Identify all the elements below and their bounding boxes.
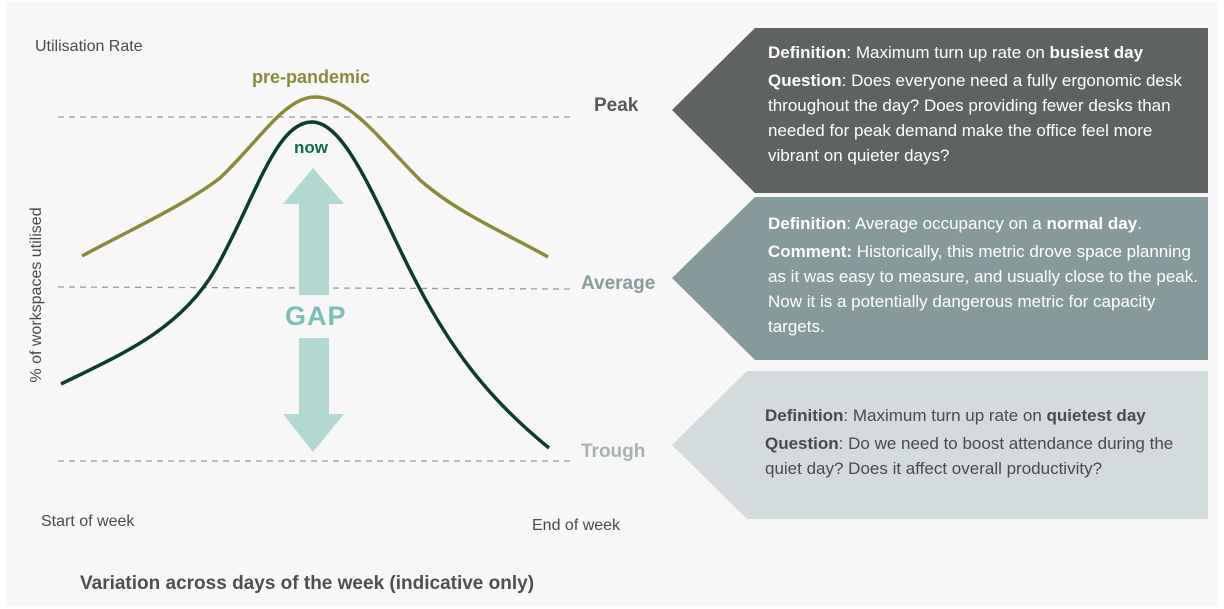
y-axis-title: % of workspaces utilised [28,207,45,383]
trough-definition-key: Definition [765,406,844,425]
trough-definition-emphasis: quietest day [1046,406,1146,425]
gap-arrow-down [283,338,344,452]
gap-arrow-up [283,168,344,295]
pre-pandemic-label: pre-pandemic [252,67,371,87]
average-definition-end: . [1137,214,1142,233]
average-panel: Definition: Average occupancy on a norma… [768,211,1198,342]
trough-question-key: Question [765,434,839,453]
average-definition-key: Definition [768,214,847,233]
end-of-week-label: End of week [532,517,621,534]
average-level-label: Average [581,273,656,294]
now-curve [60,120,551,450]
average-comment-key: Comment: [768,242,853,261]
peak-panel: Definition: Maximum turn up rate on busi… [768,40,1198,171]
trough-panel-shape [672,371,1208,519]
peak-definition-emphasis: busiest day [1049,43,1144,62]
utilisation-rate-label: Utilisation Rate [35,38,143,55]
trough-question-text: : Do we need to boost attendance during … [765,434,1174,478]
peak-question-key: Question [768,71,842,90]
chart-caption: Variation across days of the week (indic… [80,573,535,594]
gap-label: GAP [285,301,347,331]
start-of-week-label: Start of week [41,513,135,530]
peak-definition-key: Definition [768,43,847,62]
trough-question: Question: Do we need to boost attendance… [765,431,1205,481]
peak-panel-shape [672,28,1208,193]
trough-definition-text: : Maximum turn up rate on [843,406,1047,425]
peak-question: Question: Does everyone need a fully erg… [768,68,1198,168]
pre-pandemic-curve [81,95,549,259]
now-label: now [294,138,328,157]
average-definition-emphasis: normal day [1046,214,1138,233]
average-definition: Definition: Average occupancy on a norma… [768,211,1198,236]
average-comment: Comment: Historically, this metric drove… [768,239,1198,339]
average-panel-shape [672,197,1208,360]
trough-panel: Definition: Maximum turn up rate on quie… [765,403,1205,484]
peak-definition: Definition: Maximum turn up rate on busi… [768,40,1198,65]
average-definition-text: : Average occupancy on a [846,214,1047,233]
peak-level-label: Peak [594,95,639,116]
trough-level-label: Trough [581,441,646,462]
peak-definition-text: : Maximum turn up rate on [846,43,1050,62]
average-comment-text: Historically, this metric drove space pl… [768,242,1198,336]
trough-definition: Definition: Maximum turn up rate on quie… [765,403,1205,428]
peak-question-text: : Does everyone need a fully ergonomic d… [768,71,1182,165]
